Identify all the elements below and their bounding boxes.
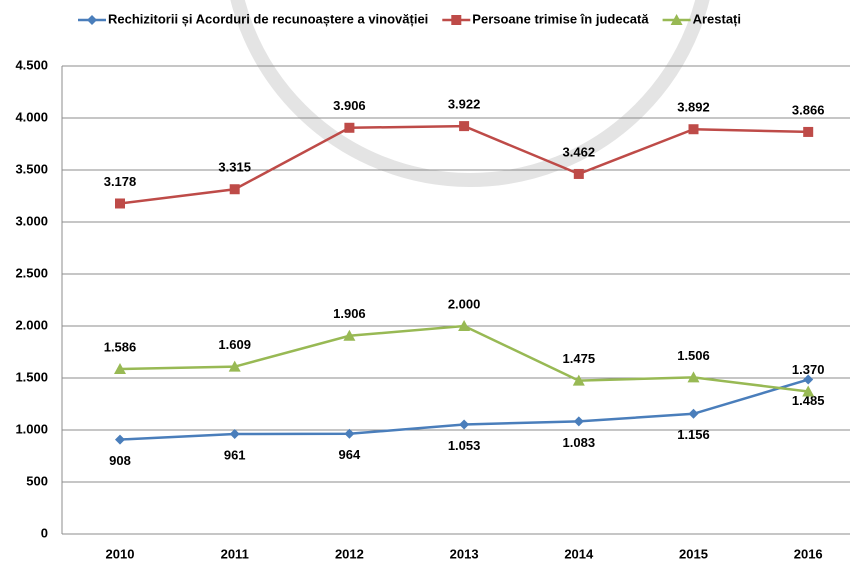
data-label: 1.370 [792,362,825,377]
marker [688,124,699,135]
marker [114,363,126,375]
y-tick-label: 2.000 [15,317,48,332]
y-tick-label: 3.500 [15,161,48,176]
marker [344,428,355,439]
data-label: 1.156 [677,427,710,442]
marker [572,374,585,386]
data-label: 1.053 [448,438,481,453]
marker [229,184,240,195]
y-tick-label: 0 [41,525,48,540]
data-label: 1.609 [218,337,251,352]
x-tick-label: 2014 [564,546,594,561]
x-tick-label: 2011 [221,546,249,561]
y-tick-label: 1.500 [15,369,48,384]
data-label: 3.906 [333,98,366,113]
data-label: 3.866 [792,102,825,117]
data-label: 1.586 [104,339,137,354]
legend-marker [87,15,97,25]
y-tick-label: 4.500 [15,57,48,72]
data-label: 3.922 [448,97,481,112]
data-label: 964 [339,447,361,462]
data-label: 3.178 [104,174,137,189]
data-label: 1.485 [792,393,825,408]
marker [458,320,471,331]
x-tick-label: 2010 [106,546,135,561]
data-label: 3.892 [677,100,710,115]
x-tick-label: 2015 [679,546,708,561]
y-tick-label: 2.500 [15,265,48,280]
x-tick-label: 2012 [335,546,364,561]
marker [459,419,470,430]
data-label: 1.506 [677,348,710,363]
marker [573,168,584,179]
background-globe [230,0,710,187]
y-tick-label: 1.000 [15,421,48,436]
marker [343,329,356,341]
marker [115,434,125,445]
legend-label: Rechizitorii și Acorduri de recunoaștere… [108,11,428,26]
x-tick-label: 2013 [450,546,479,561]
legend-marker [451,15,462,25]
marker [803,374,814,385]
marker [803,126,814,137]
data-label: 3.462 [563,144,596,159]
marker [344,122,355,133]
data-label: 961 [224,447,246,462]
y-tick-label: 4.000 [15,109,48,124]
y-tick-label: 3.000 [15,213,48,228]
marker [688,408,699,419]
marker [802,385,815,397]
x-tick-label: 2016 [794,546,823,561]
y-tick-label: 500 [26,473,48,488]
data-label: 1.906 [333,306,366,321]
data-label: 1.083 [563,435,596,450]
legend-label: Persoane trimise în judecată [472,11,649,26]
data-label: 1.475 [563,351,596,366]
legend-marker [670,14,683,25]
marker [115,198,125,209]
marker [229,429,240,440]
legend-label: Arestați [693,11,741,26]
data-label: 3.315 [218,160,251,175]
marker [573,416,584,427]
data-label: 908 [109,453,131,468]
marker [459,121,470,132]
marker [228,360,241,372]
data-label: 2.000 [448,296,481,311]
marker [687,371,700,383]
